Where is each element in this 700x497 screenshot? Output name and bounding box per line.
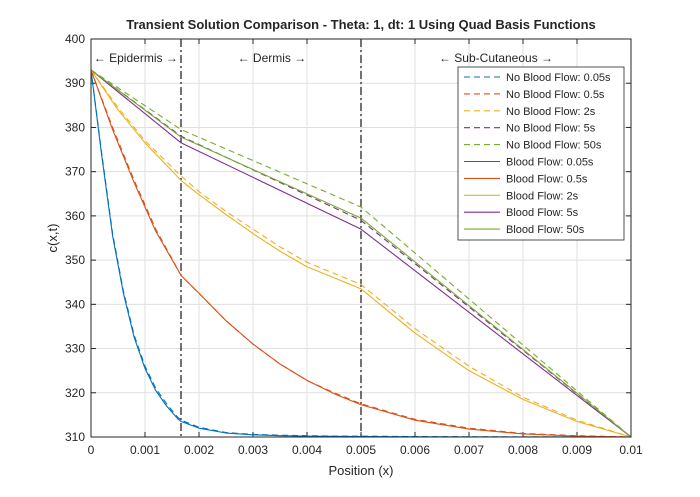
series-line [90,69,632,438]
x-tick-label: 0.005 [346,443,376,457]
region-boundaries [180,39,362,437]
y-tick-label: 360 [65,209,85,223]
y-tick-label: 380 [65,120,85,134]
legend-label: Blood Flow: 50s [506,224,585,236]
series-line [90,69,632,438]
region-label: ← Sub-Cutaneous → [439,51,553,65]
x-tick-label: 0.008 [508,443,538,457]
series-line [90,69,632,438]
region-labels: ← Epidermis → ← Dermis → ← Sub-Cutaneous → [94,51,553,65]
y-tick-label: 330 [65,342,85,356]
plot-frame [90,38,632,438]
legend-label: No Blood Flow: 50s [506,140,602,152]
y-tick-label: 370 [65,165,85,179]
series-line [90,69,632,438]
x-tick-label: 0.009 [562,443,592,457]
x-tick-label: 0.003 [238,443,268,457]
chart-title: Transient Solution Comparison - Theta: 1… [126,17,596,32]
region-label: ← Dermis → [238,51,307,65]
x-tick-label: 0.007 [454,443,484,457]
x-tick-label: 0.006 [400,443,430,457]
legend-label: Blood Flow: 0.5s [506,173,588,185]
legend-label: No Blood Flow: 5s [506,123,596,135]
y-tick-label: 400 [65,32,85,46]
y-tick-label: 310 [65,430,85,444]
legend-label: Blood Flow: 0.05s [506,157,594,169]
y-axis-label: c(x,t) [45,224,60,253]
legend-label: No Blood Flow: 2s [506,106,596,118]
x-tick-labels: 0 0.001 0.002 0.003 0.004 0.005 0.006 0.007 0.00… [88,443,643,457]
x-tick-label: 0.004 [292,443,322,457]
y-tick-labels: 310 320 330 340 350 360 370 380 390 400 [65,32,85,444]
series-line [90,69,632,438]
x-tick-label: 0.001 [130,443,160,457]
legend-label: Blood Flow: 5s [506,207,579,219]
y-tick-label: 340 [65,297,85,311]
legend: No Blood Flow: 0.05s No Blood Flow: 0.5s N… [457,66,625,241]
region-label: ← Epidermis → [94,51,178,65]
legend-label: No Blood Flow: 0.05s [506,72,611,84]
y-tick-label: 350 [65,253,85,267]
x-tick-label: 0.01 [619,443,643,457]
x-tick-label: 0 [88,443,95,457]
y-tick-label: 320 [65,386,85,400]
legend-label: No Blood Flow: 0.5s [506,89,605,101]
x-tick-label: 0.002 [184,443,214,457]
series-line [90,69,632,438]
series-line [90,69,632,438]
legend-label: Blood Flow: 2s [506,190,579,202]
legend-box [457,66,625,241]
x-axis-label: Position (x) [328,463,393,478]
y-tick-label: 390 [65,76,85,90]
